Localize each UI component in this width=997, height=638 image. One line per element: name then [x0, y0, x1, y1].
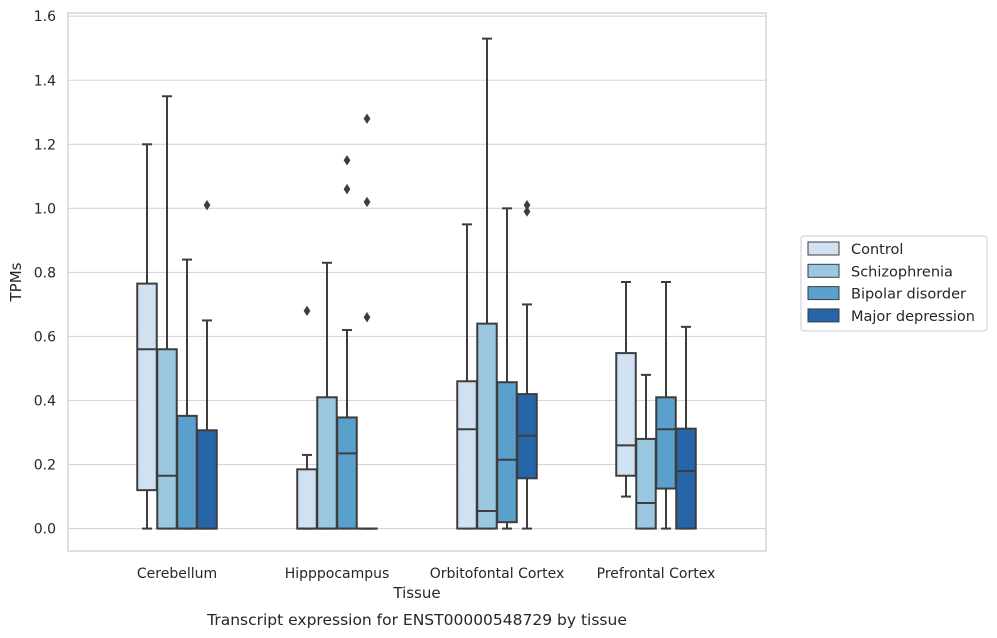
- box-body: [615, 352, 637, 477]
- outlier-point: [363, 312, 371, 323]
- x-axis-label: Tissue: [392, 584, 440, 602]
- y-tick-label: 0.8: [34, 265, 56, 281]
- legend-swatch: [807, 241, 840, 256]
- legend-label: Major depression: [851, 309, 975, 325]
- x-axis-ticks: Cerebellum Hipppocampus Orbitofontal Corte…: [137, 566, 715, 582]
- legend-label: Control: [851, 242, 903, 258]
- outlier-point: [343, 155, 351, 166]
- y-tick-label: 1.6: [34, 9, 56, 25]
- box-body: [476, 322, 498, 530]
- box-body: [316, 396, 338, 530]
- legend-label: Schizophrenia: [851, 264, 953, 280]
- box-plot: [516, 199, 538, 530]
- outlier-point: [523, 206, 531, 217]
- box-body: [496, 381, 518, 524]
- box-body: [176, 414, 198, 530]
- box-plot: [156, 95, 178, 530]
- box-plot: [356, 113, 378, 530]
- box-body: [655, 396, 677, 490]
- box-body: [635, 437, 657, 530]
- chart-caption: Transcript expression for ENST0000054872…: [206, 611, 627, 629]
- x-tick-label: Prefrontal Cortex: [597, 566, 716, 582]
- y-tick-label: 0.4: [34, 393, 56, 409]
- legend-swatch: [807, 286, 840, 301]
- outlier-point: [363, 113, 371, 124]
- outlier-point: [343, 183, 351, 195]
- box-series: [136, 37, 697, 530]
- legend-swatch: [807, 263, 840, 278]
- y-tick-label: 0.0: [34, 522, 56, 538]
- x-tick-label: Cerebellum: [137, 566, 217, 582]
- box-plot: [496, 207, 518, 530]
- box-plot: [476, 37, 498, 530]
- outlier-point: [523, 199, 531, 211]
- box-body: [196, 429, 218, 530]
- box-body: [156, 348, 178, 530]
- outlier-point: [203, 199, 211, 211]
- box-body: [296, 468, 318, 530]
- outlier-point: [363, 196, 371, 208]
- box-plot: [196, 199, 218, 530]
- box-body: [336, 416, 358, 530]
- y-tick-label: 0.6: [34, 329, 56, 345]
- legend: Control Schizophrenia Bipolar disorder Majo…: [800, 235, 988, 332]
- legend-label: Bipolar disorder: [851, 287, 966, 303]
- legend-swatch: [807, 308, 840, 323]
- y-axis-ticks: 0.0 0.2 0.4 0.6 0.8 1.0 1.2 1.4 1.6: [34, 9, 56, 537]
- y-tick-label: 0.2: [34, 458, 56, 474]
- box-plot: [336, 155, 358, 530]
- box-body: [675, 427, 697, 530]
- y-tick-label: 1.2: [34, 137, 56, 153]
- x-tick-label: Orbitofontal Cortex: [430, 566, 565, 582]
- box-plot: [316, 261, 338, 530]
- box-body: [456, 380, 478, 530]
- box-body: [136, 282, 158, 492]
- y-tick-label: 1.0: [34, 201, 56, 217]
- box-plot: [615, 281, 637, 498]
- box-plot: [675, 325, 697, 530]
- y-tick-label: 1.4: [34, 73, 56, 89]
- y-axis-label: TPMs: [7, 262, 25, 302]
- legend-frame: [800, 235, 988, 332]
- box-plot: [456, 223, 478, 530]
- x-tick-label: Hipppocampus: [285, 566, 390, 582]
- outlier-point: [303, 305, 311, 317]
